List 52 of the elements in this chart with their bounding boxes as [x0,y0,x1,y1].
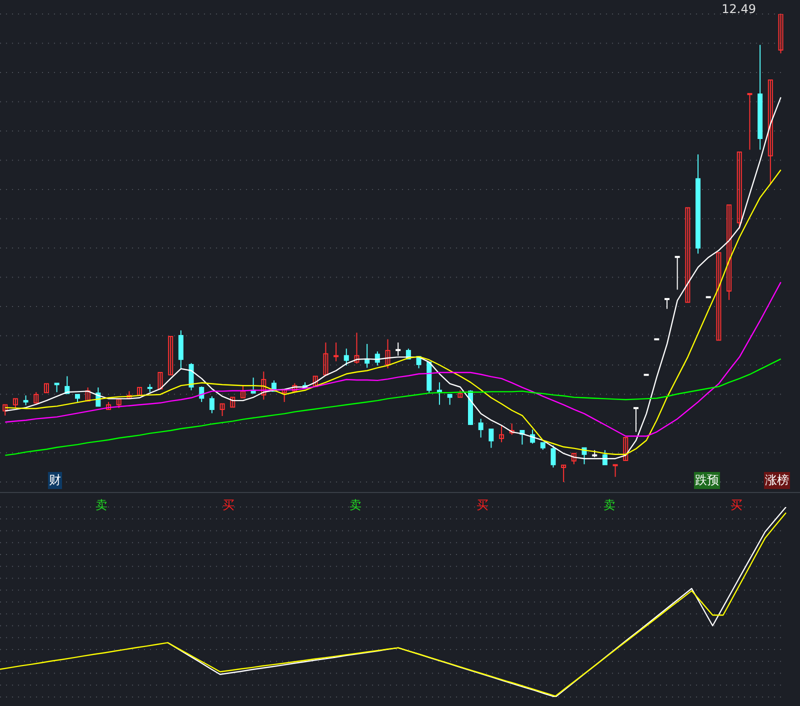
candlestick [550,444,556,468]
candlestick [209,396,214,414]
candlestick [85,386,90,402]
candlestick [478,418,484,438]
annotation: 跌预 [694,472,720,489]
annotation: 12.49 [722,2,756,16]
annotation: 财 [48,472,62,489]
candlestick [230,396,236,408]
candlestick [447,394,452,406]
candlestick [736,152,742,230]
annotation: 买 [222,497,236,514]
candlestick [158,372,163,390]
candlestick [623,437,628,461]
candlestick [34,392,39,404]
annotation: 买 [730,497,744,514]
annotation: 卖 [602,497,616,514]
candlestick [488,428,494,448]
candlestick [747,93,752,150]
candlestick [385,338,390,369]
candlestick [509,423,514,436]
candlestick [323,342,328,376]
candlestick [716,252,722,341]
candlestick [664,298,670,310]
candlestick [240,385,246,398]
annotation: 买 [476,497,490,514]
candlestick [12,398,18,410]
candlestick [188,362,194,391]
annotation: 卖 [94,497,108,514]
candlestick [633,407,638,432]
candlestick [220,403,225,417]
candlestick [612,464,618,478]
candlestick [282,389,287,402]
candlestick [499,425,504,443]
candlestick [726,204,732,300]
candlestick [178,330,184,370]
candlestick [396,342,401,356]
candlestick [561,464,566,482]
candlestick [685,207,690,303]
candlestick [334,342,339,362]
candlestick [778,14,784,54]
candlestick [354,332,360,364]
annotation: 卖 [348,497,362,514]
annotation: 涨榜 [764,472,790,489]
candlestick [674,256,680,290]
candlestick [261,371,266,400]
candlestick [312,376,318,388]
candlestick [571,452,576,465]
candlestick [23,394,28,406]
candlestick [168,336,174,376]
candlestick [2,404,8,416]
candlestick [344,348,349,366]
candlestick [768,79,773,184]
